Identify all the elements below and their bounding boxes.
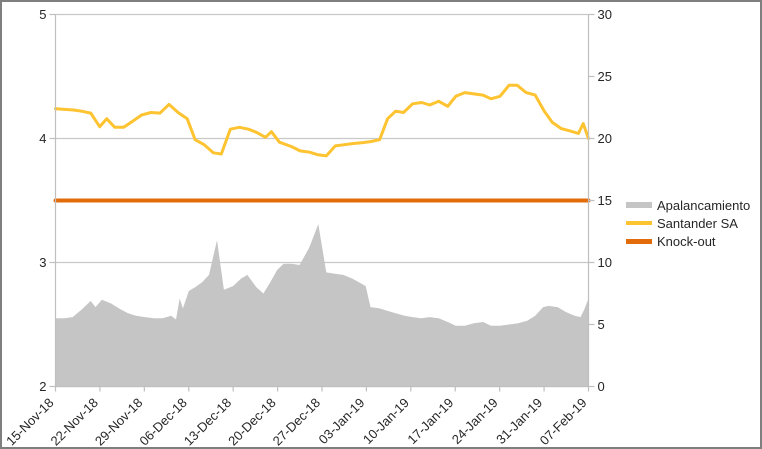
x-axis-tick-label: 10-Jan-19 [360,395,412,447]
right-axis-tick-label: 15 [598,193,612,208]
x-axis-tick-label: 06-Dec-18 [136,395,190,449]
x-axis-tick-label: 13-Dec-18 [181,395,235,449]
right-axis-tick-label: 5 [598,317,605,332]
legend: Apalancamiento Santander SA Knock-out [626,196,750,250]
x-axis-tick-label: 20-Dec-18 [225,395,279,449]
santander-swatch-icon [626,221,652,225]
left-axis-tick-label: 5 [39,7,46,22]
legend-item-santander: Santander SA [626,214,750,232]
santander-line [54,83,590,158]
right-axis-tick-label: 10 [598,255,612,270]
x-axis-tick-label: 24-Jan-19 [449,395,501,447]
x-axis-tick-label: 07-Feb-19 [537,395,590,448]
left-axis-tick-label: 4 [39,131,46,146]
knockout-swatch-icon [626,238,652,244]
legend-label-santander: Santander SA [657,215,738,231]
right-axis-tick-label: 25 [598,69,612,84]
legend-item-apalancamiento: Apalancamiento [626,196,750,214]
x-axis-tick-label: 03-Jan-19 [316,395,368,447]
right-axis-tick-label: 0 [598,379,605,394]
legend-label-knockout: Knock-out [657,233,716,249]
right-axis-tick-label: 30 [598,7,612,22]
x-axis-tick-label: 27-Dec-18 [270,395,324,449]
x-axis-tick-label: 17-Jan-19 [404,395,456,447]
left-axis-tick-label: 3 [39,255,46,270]
x-axis-tick-label: 15-Nov-18 [3,395,57,449]
apalancamiento-area [55,224,589,387]
right-axis-tick-label: 20 [598,131,612,146]
legend-label-apalancamiento: Apalancamiento [657,197,751,213]
apalancamiento-swatch-icon [626,202,652,208]
legend-item-knockout: Knock-out [626,232,750,250]
left-axis-tick-label: 2 [39,379,46,394]
x-axis-tick-label: 29-Nov-18 [92,395,146,449]
x-axis-tick-label: 22-Nov-18 [48,395,102,449]
